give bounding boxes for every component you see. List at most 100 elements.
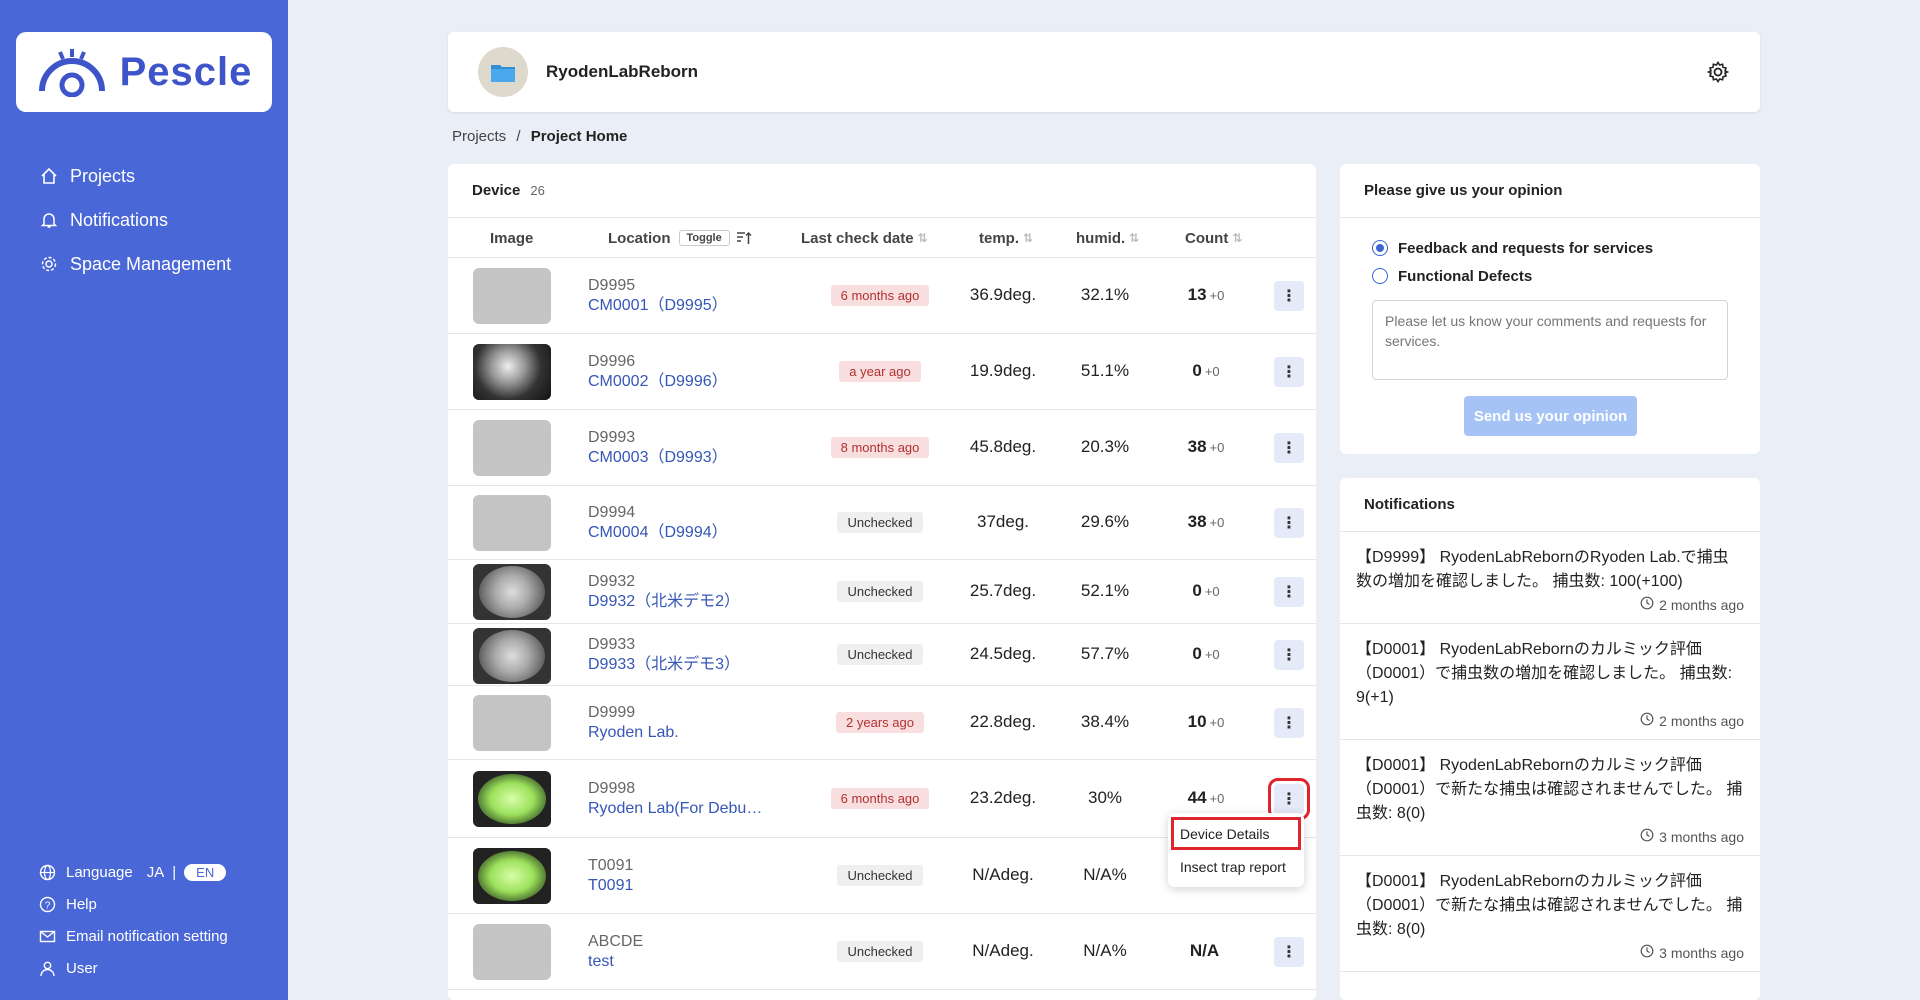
column-count[interactable]: Count ⇅: [1185, 218, 1242, 258]
nav-item-space-management[interactable]: Space Management: [38, 242, 231, 286]
nav-item-projects[interactable]: Projects: [38, 154, 231, 198]
more-vertical-icon: ⋮: [1281, 647, 1297, 664]
nav-item-notifications[interactable]: Notifications: [38, 198, 231, 242]
gear-icon: [1707, 61, 1729, 83]
radio-defects[interactable]: Functional Defects: [1340, 262, 1760, 290]
device-name-link[interactable]: Ryoden Lab.: [588, 724, 679, 741]
row-menu-button[interactable]: ⋮: [1274, 640, 1304, 670]
row-menu-button[interactable]: ⋮: [1268, 778, 1310, 820]
table-row: D9995 CM0001（D9995） 6 months ago 36.9deg. 32…: [448, 258, 1316, 334]
column-last-check[interactable]: Last check date ⇅: [801, 218, 928, 258]
column-temp[interactable]: temp. ⇅: [979, 218, 1033, 258]
opinion-card: Please give us your opinion Feedback and…: [1340, 164, 1760, 454]
device-name-link[interactable]: D9933（北米デモ3）: [588, 656, 741, 673]
device-location: D9932 D9932（北米デモ2）: [588, 572, 768, 612]
notification-text: 【D0001】 RyodenLabRebornのカルミック評価（D0001）で新…: [1356, 873, 1743, 938]
globe-icon: [38, 864, 56, 881]
help-icon: ?: [38, 896, 56, 913]
device-thumbnail[interactable]: [473, 344, 551, 400]
row-menu-button[interactable]: ⋮: [1274, 357, 1304, 387]
row-menu-button[interactable]: ⋮: [1274, 281, 1304, 311]
table-header: Image Location Toggle Last check date ⇅ t…: [448, 218, 1316, 258]
logo-text: Pescle: [119, 49, 253, 94]
notification-text: 【D0001】 RyodenLabRebornのカルミック評価（D0001）で新…: [1356, 757, 1743, 822]
column-humid[interactable]: humid. ⇅: [1076, 218, 1139, 258]
device-thumbnail[interactable]: [473, 564, 551, 620]
device-name-link[interactable]: T0091: [588, 877, 634, 894]
menu-device-details[interactable]: Device Details: [1171, 817, 1301, 850]
language-separator: |: [172, 863, 177, 881]
temp-value: 36.9deg.: [969, 285, 1037, 304]
project-avatar: [478, 47, 528, 97]
humid-value: 30%: [1087, 788, 1123, 807]
device-thumbnail[interactable]: [473, 420, 551, 476]
last-check-text: Unchecked: [837, 941, 923, 962]
device-thumbnail[interactable]: [473, 268, 551, 324]
count-delta: +0: [1204, 364, 1220, 379]
device-thumbnail[interactable]: [473, 495, 551, 551]
device-thumbnail[interactable]: [473, 924, 551, 980]
notification-item[interactable]: 【D9999】 RyodenLabRebornのRyoden Lab.で捕虫数の…: [1340, 532, 1760, 624]
temp-value: N/Adeg.: [972, 941, 1034, 960]
count-delta: +0: [1204, 647, 1220, 662]
location-toggle-button[interactable]: Toggle: [678, 230, 730, 246]
row-menu-button[interactable]: ⋮: [1274, 577, 1304, 607]
opinion-textarea[interactable]: [1372, 300, 1728, 380]
device-thumbnail[interactable]: [473, 628, 551, 684]
device-thumbnail[interactable]: [473, 771, 551, 827]
more-vertical-icon: ⋮: [1281, 515, 1297, 532]
device-name-link[interactable]: Ryoden Lab(For Debu…: [588, 800, 763, 817]
device-location: D9999 Ryoden Lab.: [588, 703, 768, 743]
row-menu-button[interactable]: ⋮: [1274, 937, 1304, 967]
device-name-link[interactable]: D9932（北米デモ2）: [588, 593, 741, 610]
email-notification-setting-link[interactable]: Email notification setting: [38, 920, 228, 952]
count-cell: 0 +0: [1150, 581, 1262, 601]
table-row: T0091 T0091 Unchecked N/Adeg. N/A%: [448, 838, 1316, 914]
notification-item[interactable]: 【D0001】 RyodenLabRebornのカルミック評価（D0001）で新…: [1340, 740, 1760, 856]
breadcrumb-projects[interactable]: Projects: [452, 128, 507, 145]
last-check-text: Unchecked: [837, 865, 923, 886]
notification-item[interactable]: 【D0001】 RyodenLabRebornのカルミック評価（D0001）で捕…: [1340, 624, 1760, 740]
sort-asc-icon[interactable]: [736, 231, 752, 245]
device-name-link[interactable]: CM0002（D9996）: [588, 373, 728, 390]
row-menu-button[interactable]: ⋮: [1274, 508, 1304, 538]
count-cell: 38 +0: [1150, 437, 1262, 457]
count-value: 38: [1187, 437, 1207, 456]
temp-value: 19.9deg.: [969, 361, 1037, 380]
device-code: D9996: [588, 353, 636, 370]
device-table-title: Device 26: [448, 164, 1316, 218]
notification-text: 【D0001】 RyodenLabRebornのカルミック評価（D0001）で捕…: [1356, 641, 1733, 706]
humid-value: N/A%: [1083, 865, 1127, 884]
row-menu-button[interactable]: ⋮: [1274, 708, 1304, 738]
device-name-link[interactable]: CM0001（D9995）: [588, 297, 728, 314]
device-thumbnail[interactable]: [473, 695, 551, 751]
device-code: T0091: [588, 857, 634, 874]
count-cell: 0 +0: [1150, 644, 1262, 664]
logo[interactable]: Pescle: [16, 32, 272, 112]
more-vertical-icon: ⋮: [1281, 791, 1297, 808]
device-thumbnail[interactable]: [473, 848, 551, 904]
last-check-text: a year ago: [839, 361, 921, 382]
column-count-label: Count: [1185, 229, 1229, 247]
radio-feedback[interactable]: Feedback and requests for services: [1340, 234, 1760, 262]
row-menu-button[interactable]: ⋮: [1274, 433, 1304, 463]
help-link[interactable]: ? Help: [38, 888, 228, 920]
last-check-badge: 6 months ago: [816, 285, 944, 306]
device-name-link[interactable]: test: [588, 953, 614, 970]
language-en-option[interactable]: EN: [184, 863, 227, 881]
menu-insect-trap-report[interactable]: Insect trap report: [1180, 858, 1286, 875]
count-value: 0: [1192, 361, 1202, 380]
notification-item[interactable]: 【D0001】 RyodenLabRebornのカルミック評価（D0001）で新…: [1340, 856, 1760, 972]
svg-text:?: ?: [44, 900, 50, 911]
notifications-card: Notifications 【D9999】 RyodenLabRebornのRy…: [1340, 478, 1760, 1000]
more-vertical-icon: ⋮: [1281, 715, 1297, 732]
notification-time: 2 months ago: [1356, 596, 1744, 613]
eye-logo-icon: [38, 49, 105, 97]
project-settings-button[interactable]: [1706, 60, 1730, 84]
last-check-badge: Unchecked: [816, 512, 944, 533]
device-name-link[interactable]: CM0003（D9993）: [588, 449, 728, 466]
send-opinion-button[interactable]: Send us your opinion: [1464, 396, 1637, 436]
device-name-link[interactable]: CM0004（D9994）: [588, 524, 728, 541]
user-link[interactable]: User: [38, 952, 228, 984]
language-ja-option[interactable]: JA: [146, 863, 165, 881]
